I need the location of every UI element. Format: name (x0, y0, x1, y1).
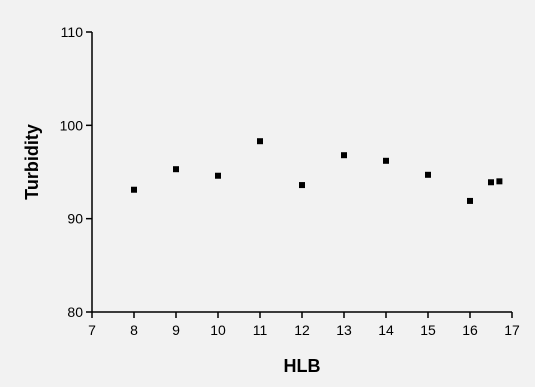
data-point (299, 182, 305, 189)
x-axis-title: HLB (284, 356, 321, 376)
x-tick-label: 10 (210, 322, 226, 338)
data-point (215, 172, 221, 179)
data-point (383, 157, 389, 164)
data-point (257, 138, 263, 145)
x-tick-label: 16 (462, 322, 478, 338)
x-tick-label: 11 (253, 322, 268, 338)
y-tick-label: 90 (67, 211, 83, 227)
x-tick-label: 15 (420, 322, 436, 338)
y-tick-label: 80 (67, 304, 83, 320)
data-point (467, 197, 473, 204)
y-axis-ticks: 80 90 100 110 (60, 24, 92, 320)
data-point (488, 179, 494, 186)
y-axis-title: Turbidity (22, 124, 42, 200)
x-tick-label: 8 (130, 322, 138, 338)
x-tick-label: 9 (172, 322, 180, 338)
data-point (173, 166, 179, 173)
x-tick-label: 7 (88, 322, 96, 338)
data-point (496, 178, 503, 185)
x-tick-label: 13 (336, 322, 352, 338)
x-axis-ticks: 7 8 9 10 11 12 13 14 15 16 17 (88, 312, 520, 338)
data-point (425, 171, 431, 178)
x-tick-label: 14 (378, 322, 394, 338)
x-tick-label: 12 (294, 322, 310, 338)
y-tick-label: 100 (60, 117, 84, 133)
data-point (341, 152, 347, 159)
data-point (131, 186, 137, 193)
x-tick-label: 17 (504, 322, 520, 338)
data-points (131, 138, 503, 204)
y-tick-label: 110 (61, 24, 84, 40)
